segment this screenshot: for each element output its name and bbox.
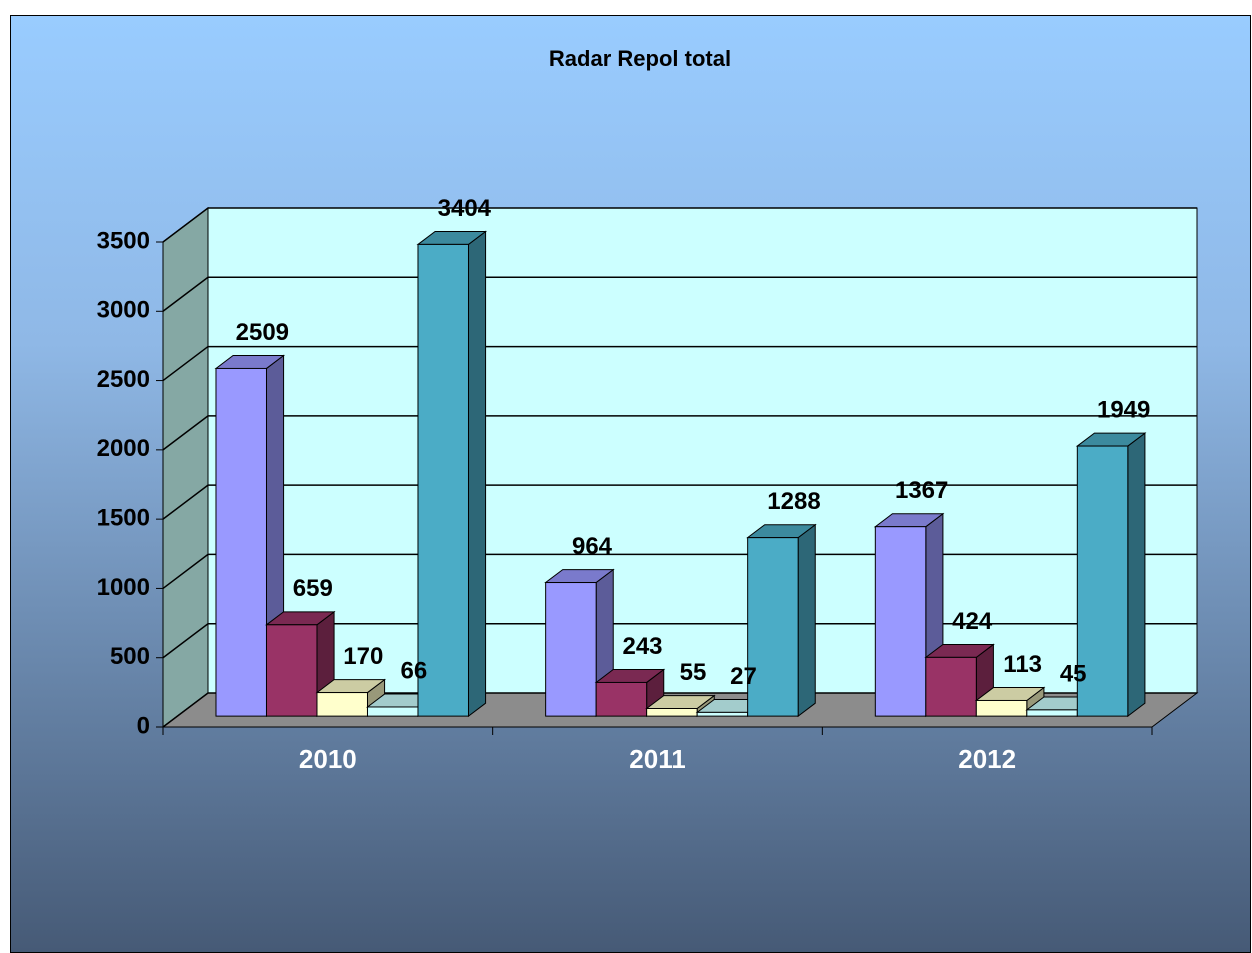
y-tick-label: 1000 <box>97 574 150 601</box>
value-label: 45 <box>1060 660 1087 687</box>
bar <box>366 706 419 717</box>
grid-line <box>162 692 1197 728</box>
value-label: 424 <box>952 608 993 635</box>
bar <box>874 526 927 717</box>
value-label: 113 <box>1003 651 1042 678</box>
value-label: 1288 <box>767 488 820 515</box>
grid-line <box>162 484 1197 520</box>
bar-side <box>1127 432 1146 718</box>
bar <box>545 582 597 717</box>
y-tick-label: 500 <box>110 643 150 670</box>
y-tick-label: 3000 <box>97 297 150 324</box>
bar <box>417 243 469 717</box>
x-tick-label: 2011 <box>629 744 685 774</box>
bar <box>316 692 368 717</box>
value-label: 1367 <box>895 477 948 504</box>
bar <box>747 537 799 717</box>
value-label: 55 <box>680 659 707 686</box>
bar <box>646 707 698 717</box>
bar <box>215 367 267 717</box>
grid-line <box>162 345 1197 382</box>
grid-line <box>162 415 1197 451</box>
value-label: 1949 <box>1097 396 1150 423</box>
y-tick-label: 2000 <box>97 435 150 462</box>
value-label: 66 <box>400 657 427 684</box>
grid-line <box>162 622 1197 659</box>
side-wall <box>162 206 209 729</box>
y-tick-label: 0 <box>137 712 150 739</box>
value-label: 659 <box>293 575 333 602</box>
bar <box>696 711 749 717</box>
value-label: 27 <box>730 663 757 690</box>
value-label: 170 <box>343 643 383 670</box>
value-label: 3404 <box>438 195 492 222</box>
bar <box>595 681 648 717</box>
y-tick-label: 3500 <box>97 227 150 254</box>
bar-side <box>467 230 487 718</box>
x-tick-label: 2012 <box>958 744 1016 774</box>
value-label: 243 <box>622 633 662 660</box>
bar <box>975 699 1028 717</box>
grid-line <box>162 553 1197 590</box>
back-wall <box>207 207 1198 694</box>
bar <box>1026 709 1078 717</box>
bar <box>1076 445 1129 717</box>
value-label: 2509 <box>236 319 289 346</box>
y-tick-label: 1500 <box>97 504 150 531</box>
bar <box>265 624 318 717</box>
chart-title: Radar Repol total <box>549 46 731 71</box>
grid-line <box>162 276 1197 312</box>
grid-line <box>162 207 1197 243</box>
value-label: 964 <box>572 533 613 560</box>
x-tick-label: 2010 <box>299 744 357 774</box>
y-tick-label: 2500 <box>97 366 150 393</box>
bar <box>925 656 977 717</box>
bar-side <box>797 523 816 718</box>
